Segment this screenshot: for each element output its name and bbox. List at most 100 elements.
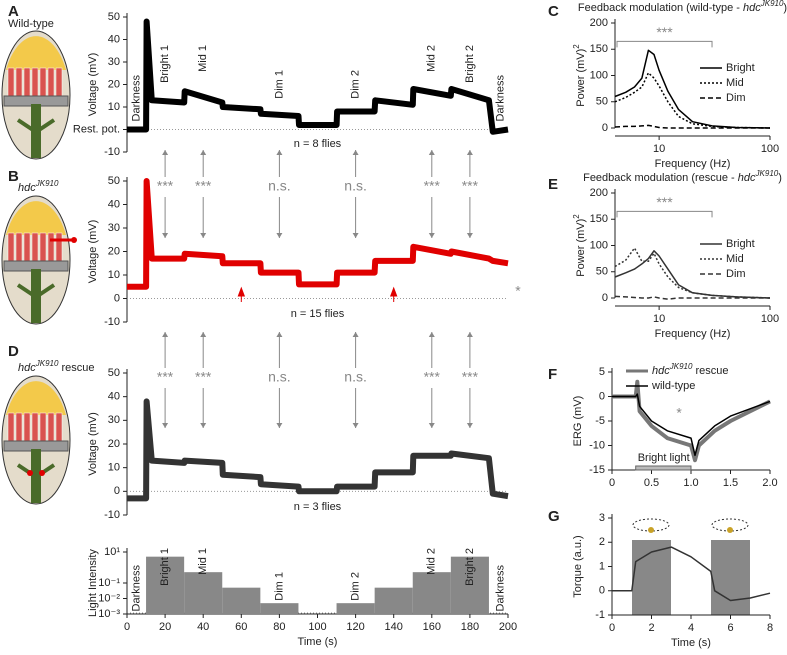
- legend-label: Bright: [726, 62, 755, 74]
- y-tick-label: 0: [602, 122, 608, 134]
- data-line: [612, 546, 771, 602]
- y-tick-label: 10⁻³: [98, 608, 120, 620]
- segment-label: Darkness: [130, 565, 142, 612]
- panel-label: E: [548, 176, 558, 193]
- text-part: Feedback modulation (rescue -: [583, 172, 738, 184]
- text-part: rescue: [692, 365, 728, 377]
- y-tick-label: 0: [114, 292, 120, 304]
- significance-label: ***: [424, 178, 441, 194]
- panel-label: F: [548, 366, 557, 383]
- x-tick-label: 180: [461, 621, 479, 633]
- y-tick-label: 5: [599, 366, 605, 378]
- panel-label: C: [548, 3, 559, 20]
- x-tick-label: 60: [235, 621, 247, 633]
- x-axis-label: Time (s): [671, 637, 711, 649]
- text-part: JK910: [755, 169, 779, 178]
- legend-label: wild-type: [651, 380, 695, 392]
- text-part: hdc: [18, 362, 36, 374]
- x-tick-label: 100: [308, 621, 326, 633]
- y-tick-label: 50: [108, 175, 120, 187]
- y-tick-label: 50: [596, 266, 608, 278]
- x-tick-label: 4: [688, 622, 694, 634]
- x-axis-label: Time (s): [298, 636, 338, 648]
- data-line: [614, 247, 771, 299]
- text-part: ): [783, 2, 787, 14]
- light-step: [336, 603, 375, 614]
- light-step: [450, 556, 489, 614]
- y-tick-label: 40: [108, 391, 120, 403]
- text-part: Wild-type: [8, 18, 54, 30]
- y-axis-label: ERG (mV): [572, 396, 584, 447]
- x-tick-label: 0.5: [644, 477, 659, 489]
- x-tick-label: 140: [385, 621, 403, 633]
- light-step: [222, 587, 261, 614]
- text-part: wild-type: [651, 380, 695, 392]
- text-part: ): [778, 172, 782, 184]
- y-tick-label: 20: [108, 78, 120, 90]
- data-line: [614, 72, 771, 129]
- y-tick-label: 20: [108, 245, 120, 257]
- y-axis-label: Light Intensity: [87, 549, 99, 617]
- data-line: [127, 398, 509, 502]
- n-label: n = 8 flies: [294, 138, 342, 150]
- x-tick-label: 1.5: [723, 477, 738, 489]
- y-tick-label: -10: [104, 146, 120, 158]
- eye-illustration: [1, 30, 77, 505]
- text-part: hdc: [652, 365, 670, 377]
- text-part: JK910: [35, 179, 59, 188]
- y-axis-label: Power (mV)2: [572, 44, 587, 107]
- y-tick-label: 1: [599, 560, 605, 572]
- x-tick-label: 160: [423, 621, 441, 633]
- segment-label: Bright 1: [159, 548, 171, 586]
- significance-label: ***: [424, 369, 441, 385]
- y-tick-label: 40: [108, 198, 120, 210]
- panel-label: A: [8, 3, 19, 20]
- y-axis-label: Torque (a.u.): [572, 535, 584, 597]
- genotype-label: Wild-type: [8, 18, 54, 30]
- n-label: n = 15 flies: [291, 308, 345, 320]
- arrow-marker: [389, 286, 398, 302]
- x-tick-label: 40: [197, 621, 209, 633]
- significance-label: ***: [656, 24, 673, 40]
- x-tick-label: 200: [499, 621, 517, 633]
- y-tick-label: 10¹: [104, 546, 120, 558]
- y-tick-label: 50: [596, 96, 608, 108]
- text-part: 2: [572, 44, 581, 49]
- y-tick-label: 40: [108, 33, 120, 45]
- text-part: JK910: [35, 359, 59, 368]
- legend-label: Dim: [726, 92, 746, 104]
- y-tick-label: 200: [590, 17, 608, 29]
- y-tick-label: 3: [599, 512, 605, 524]
- y-tick-label: 0: [114, 485, 120, 497]
- y-tick-label: 30: [108, 414, 120, 426]
- y-tick-label: 0: [599, 390, 605, 402]
- y-tick-label: -1: [595, 609, 605, 621]
- y-tick-label: 30: [108, 56, 120, 68]
- text-part: Power (mV): [575, 49, 587, 107]
- x-axis-label: Frequency (Hz): [655, 158, 731, 170]
- significance-label: ***: [157, 369, 174, 385]
- y-tick-label: 20: [108, 438, 120, 450]
- segment-label: Dim 1: [273, 572, 285, 601]
- y-tick-label: 10: [108, 269, 120, 281]
- segment-label: Bright 1: [159, 45, 171, 83]
- y-tick-label: 10: [108, 101, 120, 113]
- y-axis-label: Voltage (mV): [87, 220, 99, 284]
- y-tick-label: 50: [108, 11, 120, 23]
- significance-label: ***: [195, 369, 212, 385]
- text-part: JK910: [760, 0, 784, 8]
- significance-label: n.s.: [268, 178, 291, 194]
- data-line: [614, 295, 770, 300]
- text-part: hdc: [738, 172, 756, 184]
- x-tick-label: 20: [159, 621, 171, 633]
- y-tick-label: -5: [595, 415, 605, 427]
- significance-label: ***: [157, 178, 174, 194]
- data-line: [614, 49, 771, 129]
- x-tick-label: 2: [648, 622, 654, 634]
- light-step: [184, 572, 223, 614]
- y-axis-label: Voltage (mV): [87, 53, 99, 117]
- x-tick-label: 0: [609, 622, 615, 634]
- y-tick-label: 10⁻²: [98, 592, 120, 604]
- y-axis-label: Power (mV)2: [572, 214, 587, 277]
